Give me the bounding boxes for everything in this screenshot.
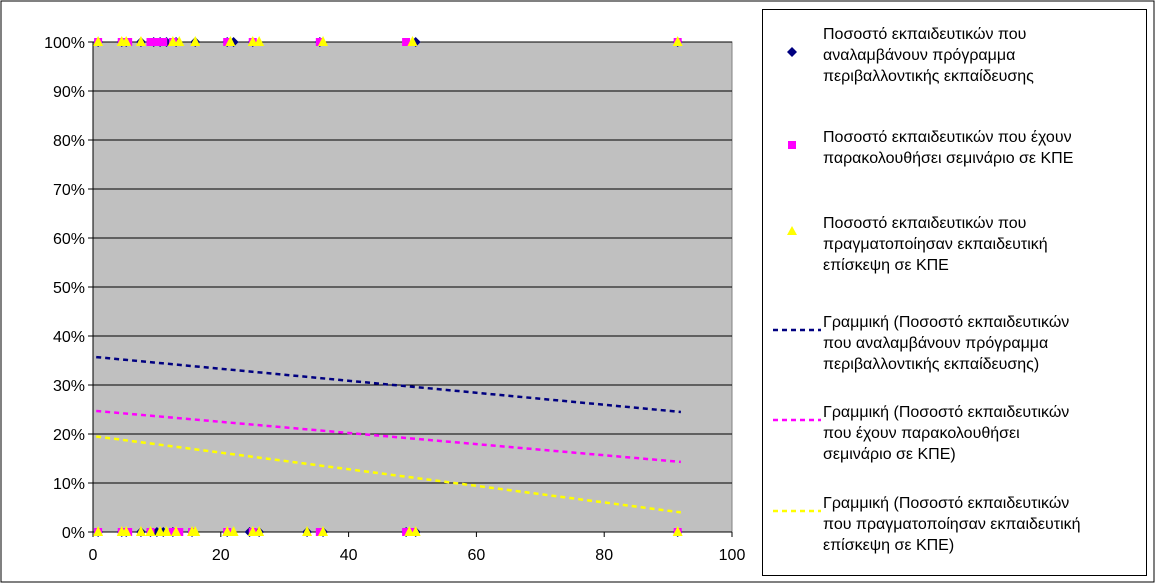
- data-point-square: [402, 38, 411, 46]
- dashed-line-icon: [773, 509, 821, 513]
- y-tick-label: 60%: [53, 231, 85, 248]
- data-point-triangle: [121, 36, 132, 46]
- trendline: [96, 409, 681, 464]
- data-point-triangle: [190, 526, 201, 536]
- trendline: [96, 355, 681, 414]
- legend-label: Ποσοστό εκπαιδευτικών που πραγματοποίησα…: [823, 215, 1048, 274]
- data-point-square: [152, 38, 161, 46]
- diamond-marker-icon: [787, 47, 797, 57]
- data-point-square: [402, 528, 411, 536]
- data-point-triangle: [247, 526, 258, 536]
- y-tick-label: 80%: [53, 133, 85, 150]
- data-point-triangle: [225, 36, 236, 46]
- data-point-triangle: [174, 36, 185, 46]
- legend-label: Γραμμική (Ποσοστό εκπαιδευτικών που έχου…: [823, 404, 1070, 463]
- y-tick-label: 30%: [53, 378, 85, 395]
- data-point-triangle: [135, 36, 146, 46]
- data-point-triangle: [155, 526, 166, 536]
- data-point-square: [408, 528, 417, 536]
- data-point-triangle: [254, 36, 265, 46]
- data-point-square: [223, 38, 232, 46]
- y-tick-label: 10%: [53, 476, 85, 493]
- data-point-triangle: [222, 526, 233, 536]
- data-point-triangle: [672, 526, 683, 536]
- data-point-triangle: [302, 526, 313, 536]
- x-tick-label: 60: [468, 547, 486, 564]
- data-point-triangle: [161, 526, 172, 536]
- data-point-square: [146, 38, 155, 46]
- x-tick-label: 0: [89, 547, 98, 564]
- legend-label: Ποσοστό εκπαιδευτικών που αναλαμβάνουν π…: [823, 26, 1034, 85]
- data-point-triangle: [410, 526, 421, 536]
- x-tick-label: 80: [595, 547, 613, 564]
- dashed-line-icon: [773, 328, 821, 332]
- data-point-triangle: [190, 36, 201, 46]
- y-tick-label: 0%: [62, 525, 85, 542]
- y-tick-label: 70%: [53, 182, 85, 199]
- data-point-square: [315, 528, 324, 536]
- data-point-triangle: [145, 526, 156, 536]
- legend-label: Γραμμική (Ποσοστό εκπαιδευτικών που πραγ…: [823, 495, 1081, 554]
- legend-label: Γραμμική (Ποσοστό εκπαιδευτικών που αναλ…: [823, 314, 1070, 373]
- y-tick-label: 50%: [53, 280, 85, 297]
- data-point-triangle: [318, 526, 329, 536]
- data-point-triangle: [407, 36, 418, 46]
- dashed-line-icon: [773, 418, 821, 422]
- x-tick-label: 20: [212, 547, 230, 564]
- y-tick-label: 90%: [53, 84, 85, 101]
- data-point-square: [159, 38, 168, 46]
- legend: Ποσοστό εκπαιδευτικών που αναλαμβάνουν π…: [762, 9, 1147, 576]
- x-tick-label: 40: [340, 547, 358, 564]
- data-point-triangle: [171, 526, 182, 536]
- data-point-triangle: [121, 526, 132, 536]
- square-marker-icon: [788, 141, 796, 149]
- data-point-triangle: [672, 36, 683, 46]
- x-tick-label: 100: [719, 547, 746, 564]
- y-tick-label: 40%: [53, 329, 85, 346]
- data-point-triangle: [93, 526, 104, 536]
- legend-label: Ποσοστό εκπαιδευτικών που έχουν παρακολο…: [823, 129, 1074, 167]
- data-point-triangle: [318, 36, 329, 46]
- data-point-triangle: [404, 526, 415, 536]
- data-point-triangle: [135, 526, 146, 536]
- y-tick-label: 20%: [53, 427, 85, 444]
- data-point-square: [315, 38, 324, 46]
- data-point-square: [168, 528, 177, 536]
- data-point-triangle: [247, 36, 258, 46]
- data-point-triangle: [228, 526, 239, 536]
- data-point-square: [175, 528, 184, 536]
- plot-area: 0% 10% 20% 30% 40% 50% 60% 70% 80% 90% 100% 0 20 40 60…: [44, 35, 745, 564]
- data-point-triangle: [93, 36, 104, 46]
- triangle-marker-icon: [787, 226, 797, 235]
- data-point-triangle: [254, 526, 265, 536]
- y-tick-label: 100%: [44, 35, 85, 52]
- data-point-triangle: [167, 36, 178, 46]
